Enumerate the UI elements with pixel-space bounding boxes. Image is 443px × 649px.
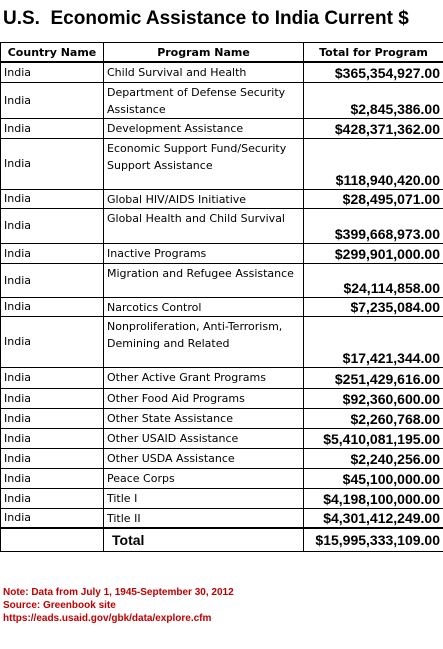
country-cell: India: [0, 447, 104, 469]
program-cell: Title II: [103, 507, 304, 529]
header-row: Country Name Program Name Total for Prog…: [0, 42, 443, 63]
amount-cell: $92,360,600.00: [303, 387, 443, 409]
country-cell: India: [0, 81, 104, 119]
assistance-table: Country Name Program Name Total for Prog…: [0, 42, 443, 552]
country-cell: India: [0, 407, 104, 429]
country-cell: India: [0, 467, 104, 489]
country-cell: India: [0, 262, 104, 298]
country-cell: India: [0, 117, 104, 139]
country-cell: India: [0, 487, 104, 509]
table-row: India Global Health and Child Survival $39…: [0, 207, 443, 244]
table-row: India Peace Corps $45,100,000.00: [0, 467, 443, 489]
total-label: Total: [103, 527, 304, 552]
program-cell: Other Food Aid Programs: [103, 387, 304, 409]
amount-cell: $299,901,000.00: [303, 242, 443, 264]
table-row: India Other Food Aid Programs $92,360,600.…: [0, 387, 443, 409]
country-cell: India: [0, 315, 104, 368]
country-cell: India: [0, 242, 104, 264]
table-row: India Inactive Programs $299,901,000.00: [0, 242, 443, 264]
country-cell: India: [0, 296, 104, 317]
amount-cell: $5,410,081,195.00: [303, 427, 443, 449]
amount-cell: $251,429,616.00: [303, 366, 443, 389]
amount-cell: $2,845,386.00: [303, 81, 443, 119]
title: U.S. Economic Assistance to India Curren…: [3, 8, 409, 29]
program-cell: Economic Support Fund/Security Support A…: [103, 137, 304, 190]
program-cell: Development Assistance: [103, 117, 304, 139]
table-row: India Other USAID Assistance $5,410,081,19…: [0, 427, 443, 449]
country-cell: India: [0, 507, 104, 529]
amount-cell: $118,940,420.00: [303, 137, 443, 190]
note-line: Source: Greenbook site: [3, 600, 116, 611]
country-cell: India: [0, 137, 104, 190]
amount-cell: $4,301,412,249.00: [303, 507, 443, 529]
program-cell: Migration and Refugee Assistance: [103, 262, 304, 298]
program-cell: Department of Defense Security Assistanc…: [103, 81, 304, 119]
table-row: India Title II $4,301,412,249.00: [0, 507, 443, 529]
program-cell: Narcotics Control: [103, 296, 304, 317]
table-row: India Migration and Refugee Assistance $24…: [0, 262, 443, 298]
total-row: Total $15,995,333,109.00: [0, 527, 443, 552]
program-cell: Other Active Grant Programs: [103, 366, 304, 389]
column-header: Total for Program: [303, 42, 443, 63]
column-header: Country Name: [0, 42, 104, 63]
total-value: $15,995,333,109.00: [303, 527, 443, 552]
program-cell: Peace Corps: [103, 467, 304, 489]
country-cell: India: [0, 188, 104, 209]
program-cell: Inactive Programs: [103, 242, 304, 264]
amount-cell: $45,100,000.00: [303, 467, 443, 489]
column-header: Program Name: [103, 42, 304, 63]
program-cell: Title I: [103, 487, 304, 509]
program-cell: Global Health and Child Survival: [103, 207, 304, 244]
table-row: India Child Survival and Health $365,354,9…: [0, 61, 443, 83]
table-row: India Development Assistance $428,371,362.…: [0, 117, 443, 139]
table-row: India Other USDA Assistance $2,240,256.00: [0, 447, 443, 469]
amount-cell: $399,668,973.00: [303, 207, 443, 244]
amount-cell: $24,114,858.00: [303, 262, 443, 298]
amount-cell: $2,240,256.00: [303, 447, 443, 469]
program-cell: Child Survival and Health: [103, 61, 304, 83]
table-row: India Nonproliferation, Anti-Terrorism, D…: [0, 315, 443, 368]
table-row: India Economic Support Fund/Security Supp…: [0, 137, 443, 190]
amount-cell: $7,235,084.00: [303, 296, 443, 317]
amount-cell: $28,495,071.00: [303, 188, 443, 209]
table-row: India Global HIV/AIDS Initiative $28,495,0…: [0, 188, 443, 209]
table-row: India Other State Assistance $2,260,768.00: [0, 407, 443, 429]
table-row: India Department of Defense Security Assi…: [0, 81, 443, 119]
country-cell: India: [0, 207, 104, 244]
table-row: India Narcotics Control $7,235,084.00: [0, 296, 443, 317]
program-cell: Nonproliferation, Anti-Terrorism, Demini…: [103, 315, 304, 368]
amount-cell: $2,260,768.00: [303, 407, 443, 429]
note-line: https://eads.usaid.gov/gbk/data/explore.…: [3, 613, 212, 624]
notes: Note: Data from July 1, 1945-September 3…: [3, 586, 234, 625]
country-cell: India: [0, 366, 104, 389]
program-cell: Other USAID Assistance: [103, 427, 304, 449]
country-cell: India: [0, 387, 104, 409]
table-row: India Other Active Grant Programs $251,429…: [0, 366, 443, 389]
program-cell: Global HIV/AIDS Initiative: [103, 188, 304, 209]
program-cell: Other USDA Assistance: [103, 447, 304, 469]
amount-cell: $17,421,344.00: [303, 315, 443, 368]
note-line: Note: Data from July 1, 1945-September 3…: [3, 587, 234, 598]
country-cell: India: [0, 427, 104, 449]
blank-cell: [0, 527, 104, 552]
table-row: India Title I $4,198,100,000.00: [0, 487, 443, 509]
amount-cell: $428,371,362.00: [303, 117, 443, 139]
amount-cell: $4,198,100,000.00: [303, 487, 443, 509]
amount-cell: $365,354,927.00: [303, 61, 443, 83]
country-cell: India: [0, 61, 104, 83]
program-cell: Other State Assistance: [103, 407, 304, 429]
